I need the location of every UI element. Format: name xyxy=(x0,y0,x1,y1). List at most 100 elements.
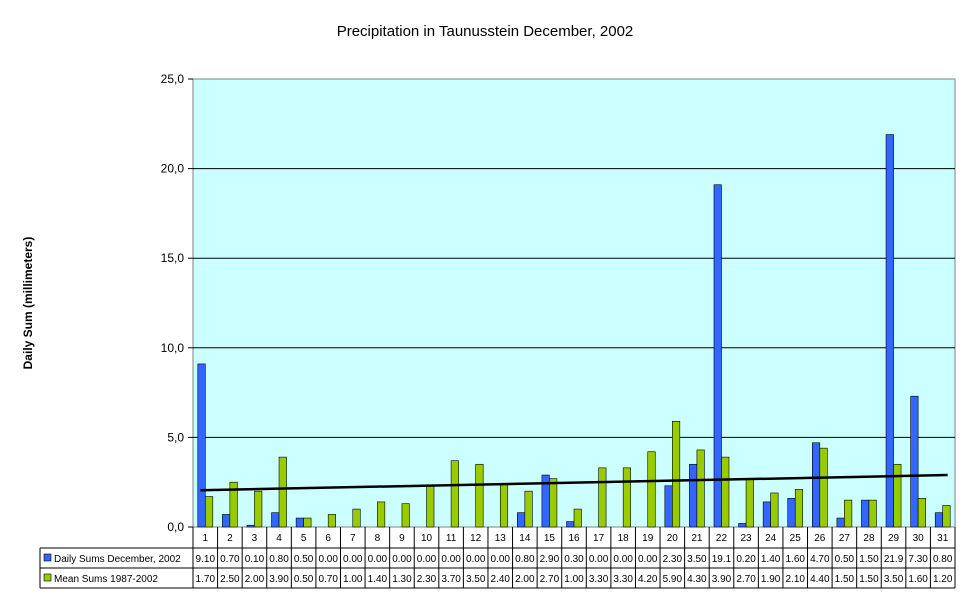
data-table-value: 1.50 xyxy=(859,574,879,585)
x-tick-label: 21 xyxy=(691,533,703,544)
x-tick-label: 16 xyxy=(568,533,580,544)
data-table-value: 1.70 xyxy=(196,574,216,585)
bar-mean-day-16 xyxy=(573,508,582,528)
bars xyxy=(197,134,951,528)
data-table-value: 0.20 xyxy=(736,554,756,565)
data-table-value: 0.70 xyxy=(318,574,338,585)
data-table-value: 0.00 xyxy=(491,554,511,565)
data-table-value: 0.00 xyxy=(343,554,363,565)
bar-daily-day-22 xyxy=(713,184,722,528)
data-table-value: 2.30 xyxy=(417,574,437,585)
bar-mean-day-9 xyxy=(401,503,410,528)
bar-mean-day-13 xyxy=(499,483,509,528)
data-table-value: 4.70 xyxy=(810,554,830,565)
data-table-value: 0.00 xyxy=(368,554,388,565)
data-table-value: 0.50 xyxy=(835,554,855,565)
data-table-value: 0.80 xyxy=(515,554,535,565)
plot-area xyxy=(192,78,956,528)
x-tick-label: 24 xyxy=(765,533,777,544)
bar-mean-day-31 xyxy=(942,505,951,528)
trendline xyxy=(200,473,948,492)
data-table-value: 3.50 xyxy=(466,574,486,585)
data-table-value: 3.90 xyxy=(269,574,289,585)
bar-mean-day-19 xyxy=(647,451,656,528)
bar-mean-day-15 xyxy=(549,478,558,528)
x-tick-label: 20 xyxy=(667,533,679,544)
bar-mean-day-20 xyxy=(672,420,681,528)
bar-daily-day-16 xyxy=(566,521,575,528)
data-table-value: 1.50 xyxy=(835,574,855,585)
bar-daily-day-28 xyxy=(861,499,870,528)
x-tick-label: 10 xyxy=(421,533,433,544)
bar-mean-day-18 xyxy=(622,467,631,528)
data-table-value: 1.60 xyxy=(785,554,805,565)
data-table-value: 0.50 xyxy=(294,554,314,565)
bar-mean-day-23 xyxy=(745,478,754,528)
bar-mean-day-21 xyxy=(696,449,705,528)
bar-mean-day-7 xyxy=(352,508,361,528)
data-table-value: 21.9 xyxy=(884,554,904,565)
legend-swatch xyxy=(43,553,52,562)
bar-mean-day-17 xyxy=(598,467,607,528)
y-tick-labels: 0,0 5,0 10,0 15,0 20,0 25,0 xyxy=(161,72,193,534)
data-table-value: 2.00 xyxy=(245,574,265,585)
bar-mean-day-8 xyxy=(377,501,386,528)
x-tick-label: 22 xyxy=(716,533,728,544)
bar-mean-day-30 xyxy=(917,498,926,528)
data-table-value: 2.40 xyxy=(491,574,511,585)
bar-daily-day-27 xyxy=(836,517,845,528)
data-table-value: 7.30 xyxy=(908,554,928,565)
x-tick-label: 14 xyxy=(519,533,531,544)
x-tick-label: 19 xyxy=(642,533,654,544)
y-tick-label: 15,0 xyxy=(161,251,185,265)
data-table-value: 4.40 xyxy=(810,574,830,585)
x-tick-label: 9 xyxy=(399,533,405,544)
x-tick-label: 7 xyxy=(350,533,356,544)
data-table-value: 1.40 xyxy=(368,574,388,585)
bar-mean-day-2 xyxy=(229,481,238,528)
bar-mean-day-4 xyxy=(278,456,287,528)
data-table-value: 2.10 xyxy=(785,574,805,585)
data-table-value: 0.00 xyxy=(318,554,338,565)
data-table-value: 0.00 xyxy=(417,554,437,565)
bar-mean-day-1 xyxy=(204,496,214,528)
x-tick-label: 3 xyxy=(252,533,258,544)
data-table-value: 0.80 xyxy=(269,554,289,565)
data-table-value: 1.60 xyxy=(908,574,928,585)
data-table-value: 3.50 xyxy=(884,574,904,585)
data-table: 1 2 3 4 5 6 7 8 9 10 11 12 13 14 15 16 17 18 19 20 21 22 23 24 2… xyxy=(39,527,956,589)
trendline-mean-sums xyxy=(200,473,948,492)
x-tick-label: 5 xyxy=(301,533,307,544)
data-table-value: 0.50 xyxy=(294,574,314,585)
x-tick-label: 29 xyxy=(888,533,900,544)
data-table-value: 0.10 xyxy=(245,554,265,565)
data-table-value: 2.70 xyxy=(540,574,560,585)
x-tick-label: 30 xyxy=(913,533,925,544)
y-tick-label: 5,0 xyxy=(167,430,184,444)
data-table-value: 1.20 xyxy=(933,574,953,585)
bar-daily-day-25 xyxy=(787,498,796,528)
y-tick-label: 10,0 xyxy=(161,341,185,355)
x-tick-label: 13 xyxy=(495,533,507,544)
bar-mean-day-14 xyxy=(524,490,533,528)
data-table-value: 4.30 xyxy=(687,574,707,585)
x-tick-label: 12 xyxy=(470,533,482,544)
y-tick-label: 20,0 xyxy=(161,162,185,176)
bar-daily-day-1 xyxy=(197,363,206,528)
x-tick-label: 6 xyxy=(325,533,331,544)
legend-swatch xyxy=(43,573,52,582)
y-axis-label: Daily Sum (millimeters) xyxy=(21,237,35,370)
data-table-value: 1.00 xyxy=(564,574,584,585)
data-table-value: 1.40 xyxy=(761,554,781,565)
x-tick-label: 15 xyxy=(544,533,556,544)
bar-daily-day-20 xyxy=(664,485,673,528)
x-tick-label: 11 xyxy=(446,533,457,544)
data-table-value: 0.00 xyxy=(589,554,609,565)
bar-mean-day-12 xyxy=(475,463,484,528)
bar-daily-day-24 xyxy=(762,501,771,528)
data-table-value: 0.00 xyxy=(441,554,461,565)
bar-daily-day-14 xyxy=(517,512,526,528)
x-tick-label: 28 xyxy=(863,533,875,544)
x-tick-label: 17 xyxy=(593,533,605,544)
